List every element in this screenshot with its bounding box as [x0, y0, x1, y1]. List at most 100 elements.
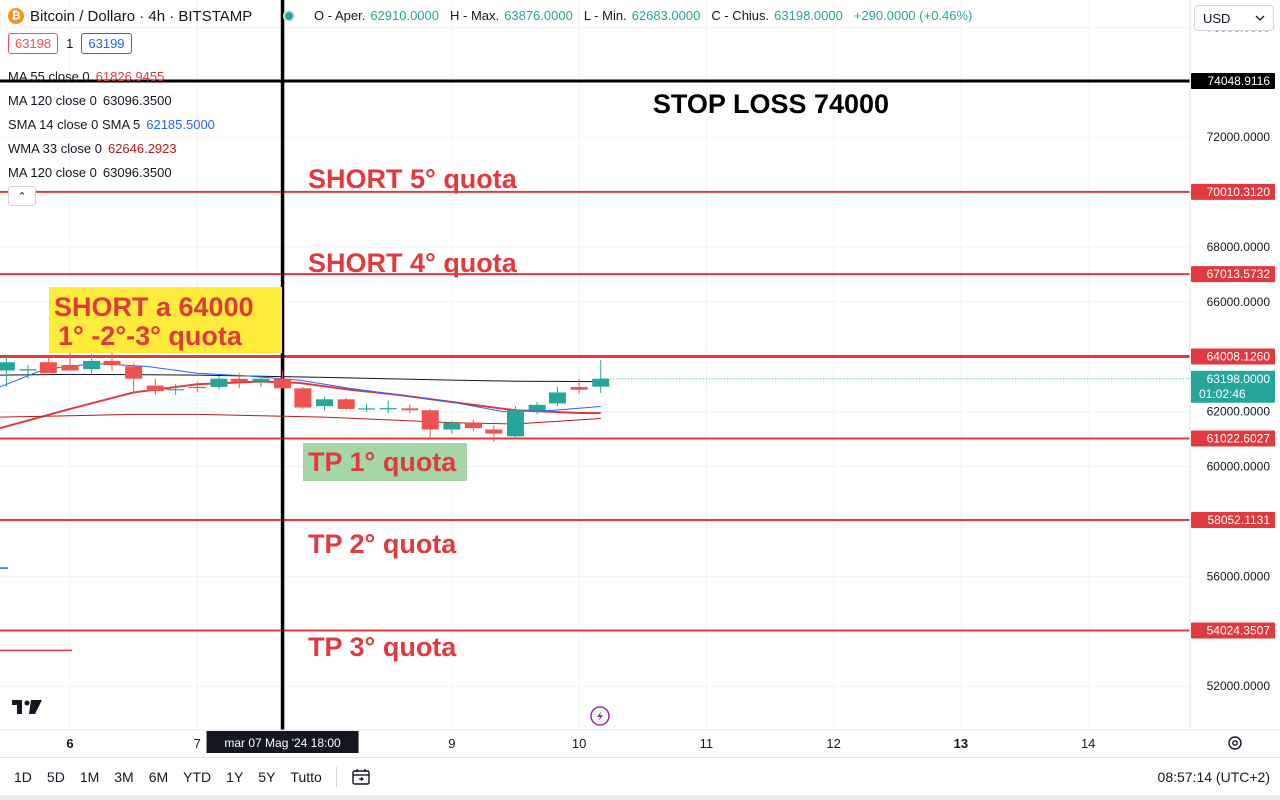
indicator-value: 63096.3500 [102, 164, 172, 180]
countdown-tag: 01:02:46 [1199, 387, 1246, 401]
annotations: SHORT 5° quota SHORT 4° quota SHORT a 6400… [49, 89, 889, 662]
level-label-tp-3: TP 3° quota [308, 632, 457, 662]
currency-select[interactable]: USD [1194, 5, 1274, 31]
timeframe-5y[interactable]: 5Y [258, 768, 276, 785]
clock-readout[interactable]: 08:57:14 (UTC+2) [1157, 768, 1270, 785]
time-tick-label: 6 [66, 736, 73, 751]
price-tick-label: 68000.0000 [1207, 240, 1271, 254]
ohlc-open-value: 62910.0000 [370, 8, 439, 23]
ohlc-low-label: L - Min. [583, 8, 627, 23]
candle-body [337, 399, 355, 409]
timeframe-all[interactable]: Tutto [290, 768, 322, 785]
collapse-legend-button[interactable]: ⌃ [8, 186, 36, 206]
time-tick-label: 7 [194, 736, 201, 751]
highlight-yellow [49, 287, 282, 353]
crosshair-time-tag-bg [206, 731, 359, 753]
timeframe-6m[interactable]: 6M [148, 768, 169, 785]
ohlc-legend: O - Aper. 62910.0000 H - Max. 63876.0000… [283, 8, 978, 23]
price-tick-label: 60000.0000 [1207, 460, 1271, 474]
crosshair-time-tag: mar 07 Mag '24 18:00 [224, 736, 341, 750]
indicator-name: MA 120 close 0 [8, 92, 97, 108]
timeframe-1d[interactable]: 1D [14, 768, 32, 785]
timeframe-5d[interactable]: 5D [46, 768, 65, 785]
level-label-tp-2: TP 2° quota [308, 529, 457, 559]
candle-body [548, 392, 566, 404]
price-tick-label: 72000.0000 [1207, 130, 1271, 144]
time-tick-label: 14 [1081, 736, 1095, 751]
last-price-tag-bg [1191, 370, 1275, 403]
crosshair-price-tag: 74048.9116 [1207, 74, 1270, 88]
level-price-tag-bg [1191, 266, 1275, 283]
level-label-short-5: SHORT 5° quota [308, 164, 518, 194]
candle-body [19, 369, 37, 371]
lightning-icon[interactable] [590, 706, 610, 726]
tv-logo-t [12, 700, 22, 714]
gear-outer [1228, 736, 1242, 750]
indicator-row[interactable]: MA 120 close 0 63096.3500 [8, 160, 215, 184]
gear-icon[interactable] [1228, 736, 1242, 750]
level-label-short-4: SHORT 4° quota [308, 248, 518, 278]
series-line [0, 413, 601, 425]
highlight-green [303, 443, 467, 481]
stop-loss-label: STOP LOSS 74000 [653, 89, 889, 119]
candlesticks [0, 352, 610, 442]
ohlc-close-label: C - Chius. [711, 8, 770, 23]
candle-body [401, 408, 419, 411]
ohlc-close-value: 63198.0000 [774, 8, 843, 23]
indicator-legend: MA 55 close 0 61826.9455 MA 120 close 0 … [8, 64, 215, 206]
candle-body [83, 360, 101, 370]
chevron-down-icon [1255, 15, 1265, 21]
candle-body [506, 410, 524, 437]
indicator-row[interactable]: MA 55 close 0 61826.9455 [8, 64, 215, 88]
candle-body [230, 378, 248, 382]
tv-logo-dot [24, 700, 30, 706]
candle-body [592, 378, 610, 387]
ohlc-high-value: 63876.0000 [504, 8, 573, 23]
currency-value: USD [1203, 10, 1231, 26]
indicator-row[interactable]: WMA 33 close 0 62646.2923 [8, 136, 215, 160]
toolbar-divider [335, 766, 337, 787]
buy-price-button[interactable]: 63199 [81, 33, 132, 54]
last-price-tag: 63198.0000 [1207, 372, 1271, 386]
window-bottom-edge [0, 795, 1280, 800]
candle-body [210, 378, 228, 387]
candle-body [379, 408, 397, 410]
time-tick-label: 11 [700, 736, 714, 751]
bottom-toolbar: 1D 5D 1M 3M 6M YTD 1Y 5Y Tutto 08:57:14 … [0, 757, 1280, 795]
symbol-title[interactable]: Bitcoin / Dollaro · 4h · BITSTAMP [30, 7, 253, 25]
level-price-tag-bg [1191, 348, 1275, 365]
candle-body [103, 360, 121, 365]
candle-body [146, 385, 164, 392]
time-tick-label: 10 [572, 736, 586, 751]
tv-logo-v [29, 700, 42, 714]
indicator-row[interactable]: MA 120 close 0 63096.3500 [8, 88, 215, 112]
indicator-row[interactable]: SMA 14 close 0 SMA 5 62185.5000 [8, 112, 215, 136]
timeframe-1y[interactable]: 1Y [226, 768, 244, 785]
indicator-value: 62646.2923 [107, 140, 177, 156]
quote-boxes: 63198 1 63199 [8, 33, 132, 54]
price-tick-label: 66000.0000 [1207, 295, 1271, 309]
indicator-name: MA 55 close 0 [8, 68, 90, 84]
btc-logo-icon: ₿ [8, 8, 24, 24]
candle-body [167, 389, 185, 391]
candle-body [464, 422, 482, 429]
sell-price-button[interactable]: 63198 [8, 33, 59, 54]
timeframe-ytd[interactable]: YTD [183, 768, 212, 785]
chevron-up-icon: ⌃ [17, 190, 27, 203]
time-tick-label: 13 [954, 736, 968, 751]
candle-body [61, 365, 79, 371]
spread-value: 1 [66, 36, 74, 51]
indicator-value: 62185.5000 [146, 116, 215, 132]
timeframe-1m[interactable]: 1M [79, 768, 100, 785]
candle-body [39, 362, 57, 374]
level-price-tag: 58052.1131 [1207, 513, 1270, 527]
level-price-tag-bg [1191, 430, 1275, 447]
price-tick-label: 56000.0000 [1207, 569, 1271, 583]
level-price-tag: 70010.3120 [1207, 185, 1271, 199]
level-price-tag: 67013.5732 [1207, 267, 1271, 281]
calendar-range-icon[interactable] [351, 768, 371, 786]
level-label-tp-1: TP 1° quota [308, 447, 457, 477]
timeframe-3m[interactable]: 3M [114, 768, 134, 785]
level-price-tag: 54024.3507 [1207, 624, 1271, 638]
